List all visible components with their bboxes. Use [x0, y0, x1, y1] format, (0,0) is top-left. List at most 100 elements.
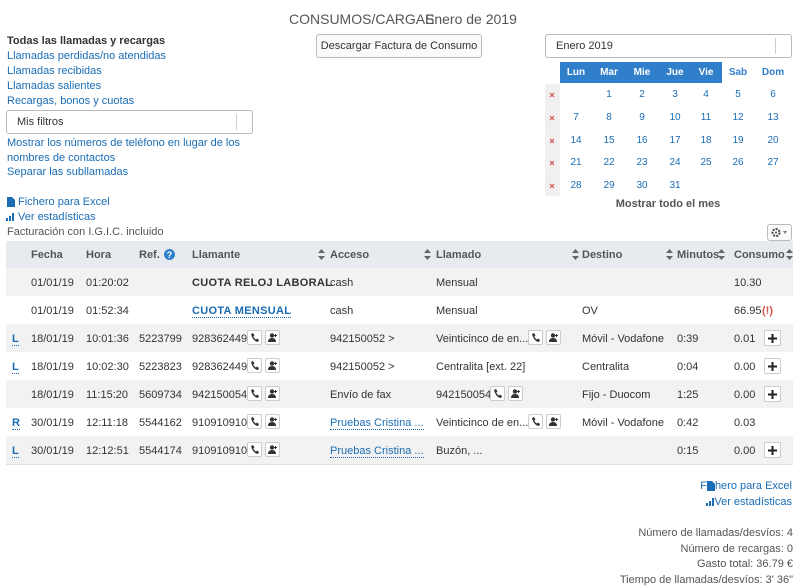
column-header[interactable]: Acceso: [330, 249, 370, 261]
call-type[interactable]: R: [12, 417, 20, 430]
calendar-day[interactable]: 16: [636, 134, 648, 146]
cell-llamante: CUOTA MENSUAL: [192, 305, 292, 318]
column-header[interactable]: Destino: [582, 249, 623, 261]
phone-icon: [532, 333, 540, 342]
phone-icon: [251, 417, 259, 426]
calendar-day[interactable]: 31: [669, 180, 681, 192]
filter-link[interactable]: Llamadas perdidas/no atendidas: [7, 50, 167, 62]
summary-line: Tiempo de llamadas/desvíos: 3' 36": [619, 574, 793, 586]
sort-icon[interactable]: [424, 249, 431, 260]
column-header[interactable]: Llamado: [436, 249, 482, 261]
calendar-day[interactable]: 29: [603, 180, 615, 192]
filter-select-text: Mis filtros: [17, 116, 64, 128]
calendar-day[interactable]: 11: [700, 111, 712, 123]
cell-consumo: 66.95: [734, 305, 762, 317]
cell-llamado: Veinticinco de en...: [436, 333, 529, 345]
month-select[interactable]: Enero 2019: [545, 34, 792, 58]
phone-icon: [251, 361, 259, 370]
calendar-day[interactable]: 10: [669, 111, 681, 123]
call-type[interactable]: L: [12, 445, 19, 458]
calendar-day[interactable]: 25: [700, 157, 712, 169]
call-type[interactable]: L: [12, 333, 19, 346]
calendar-day[interactable]: 20: [767, 134, 779, 146]
table-row[interactable]: [6, 296, 793, 325]
show-month[interactable]: Mostrar todo el mes: [615, 198, 721, 210]
filter-link[interactable]: Todas las llamadas y recargas: [7, 35, 166, 47]
calendar-day[interactable]: 18: [700, 134, 712, 146]
option-link[interactable]: Separar las subllamadas: [7, 166, 129, 178]
table-row[interactable]: [6, 436, 793, 465]
table-row[interactable]: [6, 352, 793, 381]
sort-icon[interactable]: [786, 249, 793, 260]
column-header[interactable]: Hora: [86, 249, 112, 261]
column-header[interactable]: Fecha: [31, 249, 63, 261]
cell-hora: 10:02:30: [86, 361, 129, 373]
cell-llamado: Buzón, ...: [436, 445, 483, 457]
calendar-day[interactable]: 14: [570, 134, 582, 146]
calendar-day[interactable]: 9: [639, 111, 645, 123]
cell-acceso: Pruebas Cristina ...: [330, 445, 424, 458]
filter-select[interactable]: Mis filtros: [6, 110, 253, 134]
file-icon: [707, 481, 715, 491]
page-title: CONSUMOS/CARGAS: [289, 11, 435, 27]
day-marker: [549, 138, 555, 144]
stats-link[interactable]: Ver estadísticas: [714, 496, 792, 508]
calendar-day[interactable]: 21: [570, 157, 582, 169]
calendar-day[interactable]: 22: [603, 157, 615, 169]
filter-link[interactable]: Recargas, bonos y cuotas: [7, 95, 135, 107]
download-button[interactable]: Descargar Factura de Consumo: [316, 34, 482, 58]
calendar-day[interactable]: 26: [732, 157, 744, 169]
column-header[interactable]: Ref.: [139, 249, 160, 261]
summary-line: Número de recargas: 0: [680, 542, 794, 555]
sort-icon[interactable]: [572, 249, 579, 260]
cell-fecha: 01/01/19: [31, 277, 74, 289]
option-link[interactable]: Mostrar los números de teléfono en lugar…: [7, 137, 240, 164]
page-period: Enero de 2019: [425, 11, 517, 27]
calendar-day[interactable]: 6: [770, 89, 776, 100]
calendar-day[interactable]: 2: [639, 89, 645, 100]
column-header[interactable]: Llamante: [192, 249, 241, 261]
day-marker: [549, 115, 555, 121]
cell-destino: Móvil - Vodafone: [582, 333, 664, 345]
calendar-day[interactable]: 27: [767, 157, 779, 169]
cell-minutos: 0:15: [677, 445, 699, 457]
column-header[interactable]: Consumo: [734, 249, 785, 261]
calendar-day[interactable]: 1: [606, 89, 612, 100]
phone-icon: [494, 389, 502, 398]
weekday: Jue: [666, 67, 684, 78]
cell-hora: 12:11:18: [86, 417, 129, 429]
stats-icon: [706, 498, 714, 506]
calendar-day[interactable]: 5: [735, 89, 741, 100]
cell-hora: 11:15:20: [86, 389, 129, 401]
calendar-day[interactable]: 3: [672, 89, 678, 100]
phone-icon: [251, 445, 259, 454]
calendar-day[interactable]: 30: [636, 180, 648, 192]
calendar-day[interactable]: 28: [570, 180, 582, 192]
calendar-day[interactable]: 12: [732, 111, 744, 123]
column-header[interactable]: Minutos: [677, 249, 720, 261]
call-type[interactable]: L: [12, 361, 19, 374]
calendar-day[interactable]: 23: [636, 157, 648, 169]
calendar-day[interactable]: 19: [732, 134, 744, 146]
calendar-day[interactable]: 4: [703, 89, 709, 100]
tax-note: Facturación con I.G.I.C. incluido: [7, 226, 164, 238]
sort-icon[interactable]: [666, 249, 673, 260]
filter-link[interactable]: Llamadas salientes: [7, 80, 102, 92]
calendar-day[interactable]: 15: [603, 134, 615, 146]
calendar-day[interactable]: 17: [669, 134, 681, 146]
cell-fecha: 30/01/19: [31, 445, 74, 457]
contact-icon: [549, 417, 558, 426]
cell-acceso: 942150052 >: [330, 333, 395, 345]
calendar-day[interactable]: 8: [606, 111, 612, 123]
cell-hora: 01:20:02: [86, 277, 129, 289]
sort-icon[interactable]: [318, 249, 325, 260]
excel-link[interactable]: Fichero para Excel: [18, 196, 110, 208]
calendar-day[interactable]: 13: [767, 111, 779, 123]
stats-link[interactable]: Ver estadísticas: [18, 211, 96, 223]
sort-icon[interactable]: [718, 249, 725, 260]
filter-link[interactable]: Llamadas recibidas: [7, 65, 102, 77]
calendar-day[interactable]: 7: [573, 111, 579, 123]
calendar-day[interactable]: 24: [669, 157, 681, 169]
excel-link[interactable]: Fichero para Excel: [700, 480, 792, 492]
contact-icon: [268, 389, 277, 398]
